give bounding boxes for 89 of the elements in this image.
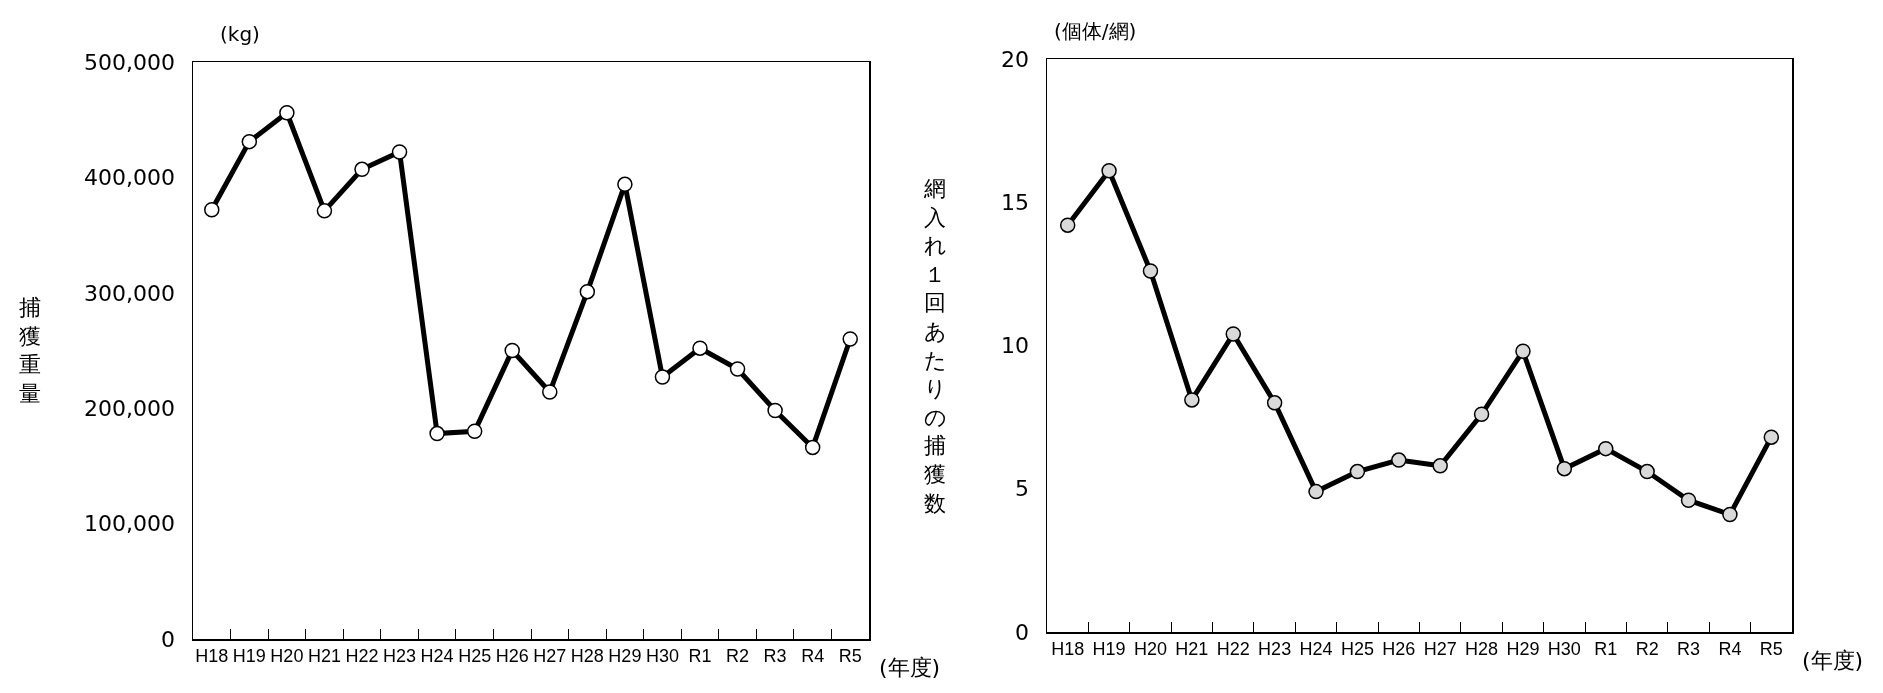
point: [1556, 460, 1573, 477]
x-tick-label: H19: [1092, 639, 1126, 660]
point: [579, 283, 596, 300]
x-tick-label: H30: [1547, 639, 1581, 660]
point: [391, 144, 408, 160]
y-tick-label: 300,000: [84, 280, 176, 306]
x-tick-label: H20: [1133, 639, 1167, 660]
point: [1763, 429, 1780, 445]
point: [1308, 483, 1324, 500]
y-tick-label: 100,000: [84, 511, 176, 537]
text: (kg): [220, 22, 260, 46]
x-tick-label: H22: [345, 646, 379, 667]
point: [804, 439, 821, 456]
y-tick-label: 500,000: [84, 49, 176, 75]
x-tick-label: H21: [1175, 639, 1209, 660]
x-tick-label: H26: [495, 646, 529, 667]
y-tick-label: 0: [161, 626, 176, 652]
y-tick-label: 0: [1015, 619, 1030, 645]
y-axis-title: 捕獲重量: [19, 295, 41, 406]
x-tick-label: H20: [270, 646, 304, 667]
text: (個体/網): [1054, 19, 1137, 43]
point: [354, 161, 370, 178]
x-tick-label: H25: [458, 646, 492, 667]
point: [1473, 406, 1490, 422]
x-tick-label: R1: [1594, 639, 1618, 660]
x-tick-label: H23: [383, 646, 417, 667]
point: [542, 384, 558, 400]
x-tick-label: R4: [801, 646, 825, 667]
x-tick-label: R4: [1718, 639, 1742, 660]
x-tick-label: H27: [533, 646, 567, 667]
y-tick-label: 10: [1001, 333, 1030, 359]
x-tick-label: H30: [645, 646, 679, 667]
point: [1184, 392, 1200, 408]
point: [204, 201, 220, 218]
point: [1059, 217, 1076, 233]
point: [466, 423, 483, 440]
x-tick-label: R2: [726, 646, 750, 667]
x-tick-label: H24: [1299, 639, 1333, 660]
y-tick-label: 200,000: [84, 395, 176, 421]
x-tick-label: H23: [1258, 639, 1292, 660]
x-tick-label: H24: [420, 646, 454, 667]
x-tick-label: R3: [1677, 639, 1701, 660]
point: [1349, 463, 1366, 480]
x-tick-label: H29: [608, 646, 642, 667]
point: [1101, 162, 1117, 179]
point: [1722, 506, 1738, 523]
point: [1391, 452, 1407, 468]
x-tick-label: H22: [1216, 639, 1250, 660]
y-tick-label: 400,000: [84, 165, 176, 191]
x-axis-title: (年度): [879, 655, 941, 680]
point: [279, 105, 295, 121]
y-tick-label: 5: [1015, 476, 1030, 502]
x-tick-label: H25: [1340, 639, 1374, 660]
x-tick-label: H28: [570, 646, 604, 667]
y-tick-label: 20: [1001, 46, 1030, 72]
point: [1266, 395, 1283, 411]
point: [654, 369, 671, 385]
x-tick-label: H19: [232, 646, 266, 667]
point: [767, 402, 783, 419]
x-tick-label: H26: [1382, 639, 1416, 660]
x-tick-label: H18: [195, 646, 229, 667]
point: [316, 203, 333, 219]
point: [1142, 263, 1159, 279]
x-tick-label: R5: [838, 646, 862, 667]
point: [241, 133, 258, 150]
x-axis-title: (年度): [1802, 648, 1864, 673]
x-tick-label: H21: [307, 646, 341, 667]
x-tick-label: R1: [688, 646, 712, 667]
x-tick-label: H29: [1506, 639, 1540, 660]
text: 網入れ１回あたりの捕獲数: [923, 176, 947, 516]
point: [1639, 463, 1655, 480]
x-tick-label: H28: [1465, 639, 1499, 660]
point: [729, 361, 746, 377]
point: [1432, 458, 1448, 474]
point: [617, 176, 633, 193]
x-tick-label: R5: [1759, 639, 1783, 660]
point: [504, 342, 520, 359]
point: [1225, 326, 1241, 342]
point: [1598, 440, 1614, 457]
point: [692, 340, 708, 356]
point: [842, 331, 858, 347]
x-tick-label: R3: [763, 646, 787, 667]
y-tick-label: 15: [1001, 189, 1030, 215]
x-tick-label: H18: [1051, 639, 1085, 660]
x-tick-label: R2: [1635, 639, 1659, 660]
point: [1515, 343, 1531, 359]
point: [429, 425, 445, 442]
point: [1680, 492, 1697, 508]
x-tick-label: H27: [1423, 639, 1457, 660]
